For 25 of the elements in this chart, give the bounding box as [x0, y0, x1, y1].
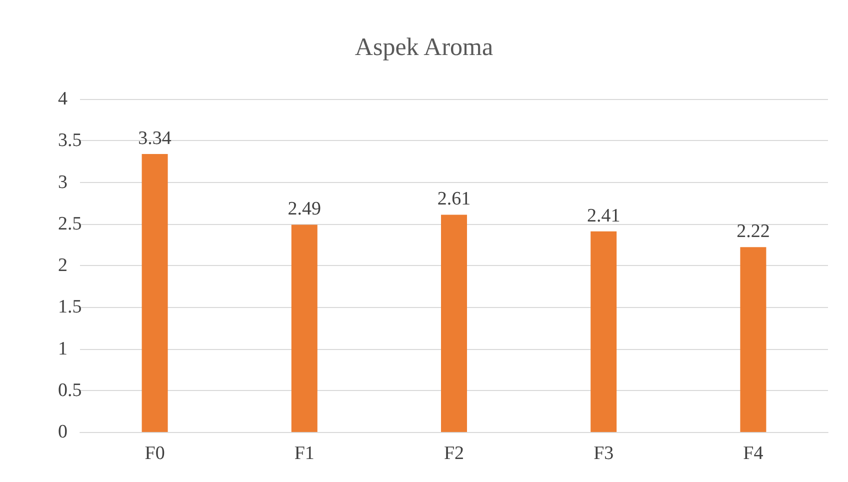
chart-title: Aspek Aroma	[354, 34, 494, 61]
x-tick-label: F0	[144, 443, 165, 464]
data-label: 3.34	[138, 128, 172, 149]
bar	[740, 247, 766, 432]
x-tick-label: F3	[594, 443, 614, 464]
y-tick-label: 0	[58, 422, 68, 442]
data-label: 2.61	[437, 188, 471, 210]
data-label: 2.22	[736, 221, 770, 242]
bar	[142, 154, 168, 432]
bar	[590, 231, 617, 432]
y-tick-label: 4	[58, 88, 68, 110]
x-tick-label: F1	[294, 443, 314, 464]
data-label: 2.49	[288, 198, 322, 220]
y-tick-label: 1.5	[58, 296, 82, 318]
data-label: 2.41	[586, 205, 620, 226]
x-tick-label: F2	[444, 443, 464, 464]
y-tick-label: 3.5	[58, 130, 82, 152]
y-tick-label: 1	[58, 338, 68, 360]
y-tick-label: 2	[58, 255, 68, 276]
bar	[291, 224, 318, 432]
y-tick-label: 2.5	[58, 213, 82, 234]
bar	[441, 214, 467, 432]
x-tick-label: F4	[743, 443, 764, 464]
y-tick-label: 3	[58, 172, 68, 193]
y-tick-label: 0.5	[58, 380, 82, 401]
